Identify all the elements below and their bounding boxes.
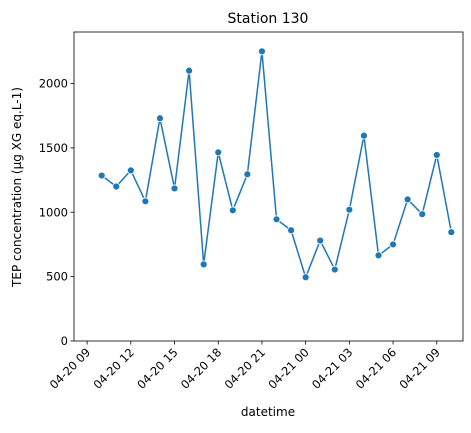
y-axis-label: TEP concentration (µg XG eq.L-1) [10, 87, 24, 288]
data-point [301, 273, 310, 282]
y-axis: 0 500 1000 1500 2000 [39, 77, 74, 348]
y-tick-label: 1500 [39, 141, 68, 155]
x-tick-label: 04-20 09 [47, 345, 93, 391]
data-point [228, 206, 237, 215]
data-point [141, 197, 150, 206]
y-tick-label: 1000 [39, 205, 68, 219]
data-point [243, 170, 252, 179]
chart-title: Station 130 [228, 11, 309, 27]
y-tick-label: 2000 [39, 77, 68, 91]
data-point [156, 114, 164, 123]
data-point [126, 166, 135, 175]
data-point [199, 260, 208, 269]
x-tick-label: 04-20 15 [134, 345, 180, 391]
data-point [374, 251, 383, 260]
data-point [170, 184, 179, 193]
x-tick-label: 04-21 09 [396, 345, 442, 391]
x-axis-label: datetime [241, 405, 295, 419]
x-tick-label: 04-21 03 [309, 345, 355, 391]
y-tick-label: 0 [61, 334, 68, 348]
data-point [345, 205, 354, 214]
y-tick-label: 500 [46, 270, 68, 284]
data-point [432, 151, 441, 159]
data-point [272, 215, 281, 224]
plot-area-frame [73, 31, 464, 342]
data-point [112, 182, 121, 191]
series-line [101, 50, 453, 279]
x-tick-label: 04-20 18 [178, 345, 224, 391]
x-tick-label: 04-20 21 [222, 345, 268, 391]
data-point [360, 131, 368, 140]
data-point [316, 236, 325, 245]
data-point [97, 171, 106, 180]
x-tick-label: 04-21 00 [265, 345, 311, 391]
data-point [185, 66, 194, 75]
data-point [258, 47, 266, 56]
x-tick-label: 04-20 12 [90, 345, 136, 391]
x-tick-label: 04-21 06 [353, 345, 399, 391]
series-markers [97, 47, 456, 282]
data-point [403, 195, 412, 204]
data-point [287, 226, 295, 235]
data-point [447, 228, 456, 237]
data-point [418, 210, 427, 219]
data-point [330, 265, 339, 274]
data-point [214, 148, 223, 157]
data-point [389, 240, 397, 249]
